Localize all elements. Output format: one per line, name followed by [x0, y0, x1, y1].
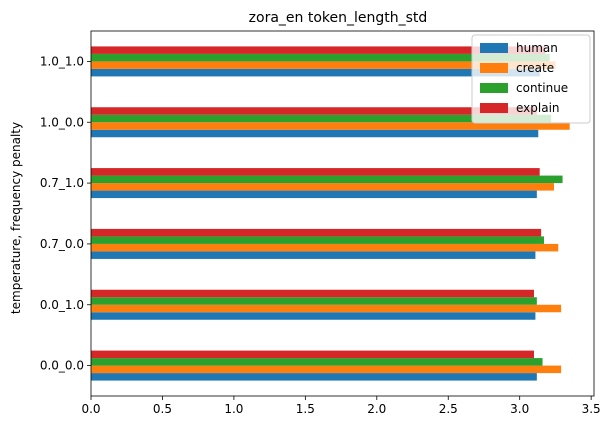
legend-swatch-explain — [480, 103, 508, 113]
chart-title: zora_en token_length_std — [249, 10, 428, 26]
bar-continue-1.0_1.0 — [91, 53, 550, 62]
bar-create-1.0_0.0 — [91, 122, 570, 130]
legend: human create continue explain — [471, 34, 591, 124]
bar-human-1.0_0.0 — [91, 129, 539, 138]
legend-label-explain: explain — [516, 101, 560, 115]
bar-create-0.0_0.0 — [91, 365, 562, 374]
bar-human-0.7_0.0 — [91, 251, 536, 259]
y-axis-label: temperature, frequency penalty — [9, 122, 23, 314]
bar-continue-0.7_0.0 — [91, 236, 544, 244]
bar-continue-0.7_1.0 — [91, 175, 563, 184]
y-tick-label: 0.0_1.0 — [40, 298, 84, 312]
y-tick-label: 0.0_0.0 — [40, 359, 84, 373]
x-tick-label: 2.5 — [439, 402, 458, 416]
x-tick-label: 1.0 — [224, 402, 243, 416]
y-tick-label: 0.7_0.0 — [40, 237, 84, 251]
bar-continue-1.0_0.0 — [91, 114, 552, 123]
bar-explain-1.0_1.0 — [91, 46, 546, 54]
bar-explain-0.7_0.0 — [91, 228, 542, 237]
bar-explain-0.0_1.0 — [91, 289, 534, 298]
x-tick-label: 1.5 — [296, 402, 315, 416]
legend-swatch-human — [480, 43, 508, 53]
bar-create-0.0_1.0 — [91, 304, 562, 313]
bar-human-0.0_1.0 — [91, 312, 536, 320]
bar-create-1.0_1.0 — [91, 61, 556, 69]
legend-box — [471, 34, 591, 124]
bars-layer — [91, 46, 570, 381]
bar-create-0.7_1.0 — [91, 183, 554, 191]
legend-swatch-create — [480, 63, 508, 73]
bar-human-1.0_1.0 — [91, 68, 540, 77]
plot-frame — [90, 30, 595, 397]
x-tick-label: 3.0 — [510, 402, 529, 416]
bar-continue-0.0_0.0 — [91, 358, 543, 366]
legend-label-human: human — [516, 41, 558, 55]
x-tick-label: 3.5 — [582, 402, 601, 416]
y-tick-label: 1.0_0.0 — [40, 115, 84, 129]
bar-explain-0.7_1.0 — [91, 168, 540, 176]
x-tick-label: 2.0 — [367, 402, 386, 416]
y-tick-label: 1.0_1.0 — [40, 54, 84, 68]
legend-label-create: create — [516, 61, 554, 75]
bar-create-0.7_0.0 — [91, 243, 559, 252]
bar-human-0.7_1.0 — [91, 190, 537, 199]
ticks-layer: 0.0_0.0 0.0_1.0 0.7_0.0 0.7_1.0 1.0_0.0 1.0_1… — [40, 54, 601, 416]
x-tick-label: 0.5 — [153, 402, 172, 416]
bar-human-0.0_0.0 — [91, 373, 537, 381]
bar-explain-1.0_0.0 — [91, 107, 537, 115]
bar-continue-0.0_1.0 — [91, 297, 537, 305]
legend-label-continue: continue — [516, 81, 568, 95]
y-tick-label: 0.7_1.0 — [40, 176, 84, 190]
legend-swatch-continue — [480, 83, 508, 93]
x-tick-label: 0.0 — [81, 402, 100, 416]
bar-explain-0.0_0.0 — [91, 350, 534, 359]
